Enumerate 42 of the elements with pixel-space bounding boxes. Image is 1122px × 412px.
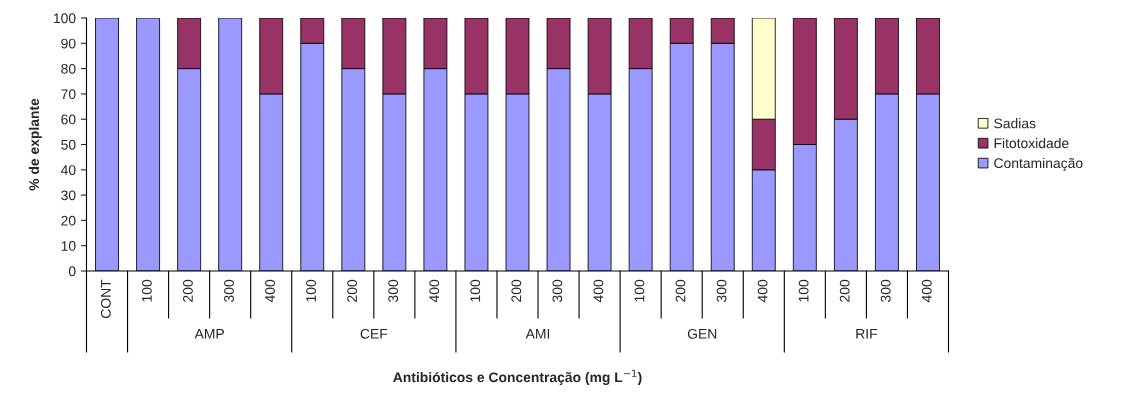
x-tick-label: 400 <box>921 279 932 303</box>
x-tick-label: 400 <box>429 279 440 303</box>
x-tick-label: 300 <box>716 279 727 302</box>
legend-label: Fitotoxidade <box>994 138 1069 149</box>
x-tick-label: 100 <box>470 279 481 302</box>
x-tick-label: 100 <box>798 279 809 302</box>
y-tick-label: 90 <box>61 38 76 49</box>
x-axis-title: Antibióticos e Concentração (mg L$^{−1}$) <box>393 369 642 386</box>
y-tick-label: 60 <box>61 114 76 125</box>
x-tick-label: 300 <box>224 279 234 302</box>
y-tick-label: 30 <box>61 190 76 201</box>
y-tick-label: 10 <box>61 241 76 251</box>
y-tick-label: 50 <box>61 139 76 150</box>
x-tick-label: 300 <box>388 279 399 302</box>
x-tick-label: 300 <box>880 279 891 302</box>
y-axis-title: % de explante <box>28 98 42 191</box>
x-tick-label: 100 <box>141 279 152 302</box>
x-tick-label: 200 <box>675 279 686 302</box>
y-tick-label: 100 <box>53 13 76 24</box>
x-tick-label: 200 <box>839 279 850 302</box>
y-tick-label: 0 <box>68 266 76 277</box>
x-tick-label: 200 <box>347 279 358 302</box>
text: GEN <box>687 328 717 339</box>
x-tick-label: 400 <box>757 279 768 303</box>
legend-label: Sadias <box>994 118 1036 129</box>
x-tick-label: 100 <box>634 279 645 302</box>
text: CEF <box>360 328 388 339</box>
text: AMI <box>525 329 550 339</box>
x-tick-label: 200 <box>511 279 522 302</box>
x-tick-label: 100 <box>306 279 316 302</box>
x-tick-label: 200 <box>183 279 193 302</box>
x-tick-label: 300 <box>552 279 563 302</box>
y-tick-label: 80 <box>61 63 76 74</box>
text: AMP <box>194 329 224 339</box>
y-tick-label: 40 <box>60 165 76 175</box>
y-tick-label: 70 <box>61 89 76 100</box>
text: RIF <box>856 329 878 339</box>
x-tick-label: CONT <box>100 279 111 318</box>
y-tick-label: 20 <box>61 215 76 226</box>
x-tick-label: 400 <box>265 279 275 303</box>
x-tick-label: 400 <box>593 279 604 303</box>
legend-label: Contaminação <box>994 157 1083 171</box>
